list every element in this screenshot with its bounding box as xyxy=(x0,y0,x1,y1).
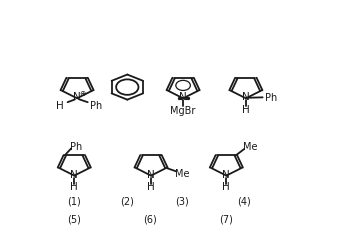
Text: (2): (2) xyxy=(120,196,134,205)
Text: Ph: Ph xyxy=(265,93,278,103)
Text: Ph: Ph xyxy=(70,141,82,151)
Text: N: N xyxy=(222,169,230,179)
Text: (6): (6) xyxy=(143,214,157,224)
Text: N: N xyxy=(179,92,187,102)
Text: N: N xyxy=(71,169,78,179)
Text: H: H xyxy=(147,182,155,192)
Text: MgBr: MgBr xyxy=(170,105,196,115)
Text: (3): (3) xyxy=(175,196,189,205)
Text: N: N xyxy=(242,92,249,102)
Text: $\oplus$: $\oplus$ xyxy=(79,89,87,98)
Text: (4): (4) xyxy=(238,196,251,205)
Text: N: N xyxy=(147,169,155,179)
Text: (7): (7) xyxy=(219,214,233,224)
Text: (1): (1) xyxy=(67,196,81,205)
Text: Me: Me xyxy=(243,142,257,152)
Text: Me: Me xyxy=(175,168,190,178)
Text: Ph: Ph xyxy=(90,100,103,110)
Text: (5): (5) xyxy=(67,214,81,224)
Text: H: H xyxy=(57,101,64,111)
Text: H: H xyxy=(71,182,78,192)
Text: N: N xyxy=(73,92,81,102)
Text: H: H xyxy=(222,182,230,192)
Text: H: H xyxy=(242,104,250,115)
